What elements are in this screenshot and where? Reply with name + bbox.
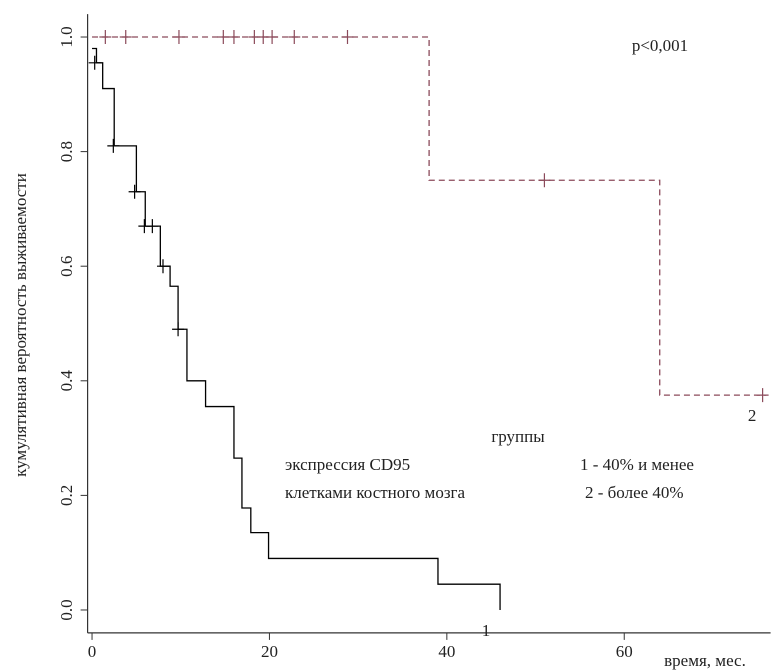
- y-tick-label: 0.8: [57, 141, 76, 162]
- y-tick-label: 0.0: [57, 599, 76, 620]
- legend-text: экспрессия CD95: [285, 455, 410, 474]
- censor-mark: [119, 30, 132, 45]
- legend-text: 2 - более 40%: [585, 483, 684, 502]
- y-tick-label: 0.6: [57, 256, 76, 277]
- legend-title: группы: [491, 427, 545, 446]
- x-tick-label: 20: [261, 642, 278, 661]
- x-tick-label: 60: [616, 642, 633, 661]
- censor-mark: [88, 55, 101, 70]
- legend-text: клетками костного мозга: [285, 483, 466, 502]
- survival-curve: [92, 36, 767, 396]
- censor-mark: [266, 30, 279, 45]
- censor-mark: [172, 322, 185, 337]
- censor-mark: [146, 219, 159, 234]
- censor-mark: [288, 30, 301, 45]
- survival-curve: [92, 47, 501, 610]
- censor-mark: [756, 388, 769, 403]
- censor-mark: [538, 173, 551, 188]
- censor-mark: [341, 30, 354, 45]
- censor-mark: [99, 30, 112, 45]
- series-label: 2: [748, 406, 757, 425]
- censor-mark: [128, 184, 141, 199]
- legend-text: 1 - 40% и менее: [580, 455, 694, 474]
- y-tick-label: 1.0: [57, 26, 76, 47]
- p-value: p<0,001: [632, 36, 688, 55]
- y-axis-title: кумулятивная вероятность выживаемости: [11, 173, 30, 477]
- x-axis-title: время, мес.: [664, 651, 746, 670]
- censor-mark: [156, 259, 169, 274]
- y-tick-label: 0.2: [57, 485, 76, 506]
- censor-mark: [217, 30, 230, 45]
- y-tick-label: 0.4: [57, 370, 76, 392]
- x-tick-label: 0: [88, 642, 97, 661]
- censor-mark: [107, 138, 120, 153]
- censor-mark: [172, 30, 185, 45]
- censor-mark: [227, 30, 240, 45]
- x-tick-label: 40: [438, 642, 455, 661]
- series-label: 1: [482, 621, 491, 640]
